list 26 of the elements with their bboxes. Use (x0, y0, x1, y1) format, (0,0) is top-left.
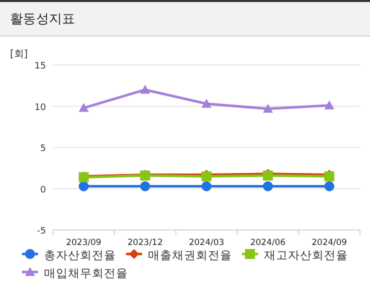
y-tick-label: 10 (34, 102, 46, 113)
x-tick-label: 2024/09 (312, 238, 347, 248)
point (78, 181, 89, 192)
point (202, 98, 212, 108)
point (140, 84, 150, 94)
legend-label: 재고자산회전율 (264, 248, 348, 262)
point (262, 104, 273, 113)
point (262, 181, 273, 192)
point (78, 102, 89, 112)
y-tick-label: 15 (34, 62, 46, 72)
point (140, 181, 150, 192)
y-axis-title: [회] (10, 49, 28, 60)
point (202, 181, 212, 192)
legend-label: 매출채권회전율 (148, 248, 232, 262)
x-tick-label: 2024/06 (250, 238, 286, 248)
y-tick-label: 5 (40, 144, 46, 154)
point (324, 100, 334, 110)
y-tick-label: 0 (40, 185, 46, 196)
x-tick-label: 2023/12 (127, 238, 163, 248)
point (324, 181, 334, 192)
legend-label: 총자산회전율 (44, 248, 116, 262)
y-tick-label: -5 (37, 226, 46, 236)
x-tick-label: 2023/09 (66, 238, 102, 248)
chart-title: 활동성지표 (10, 12, 75, 27)
legend-label: 매입채무회전율 (44, 266, 128, 280)
x-tick-label: 2024/03 (188, 238, 224, 248)
